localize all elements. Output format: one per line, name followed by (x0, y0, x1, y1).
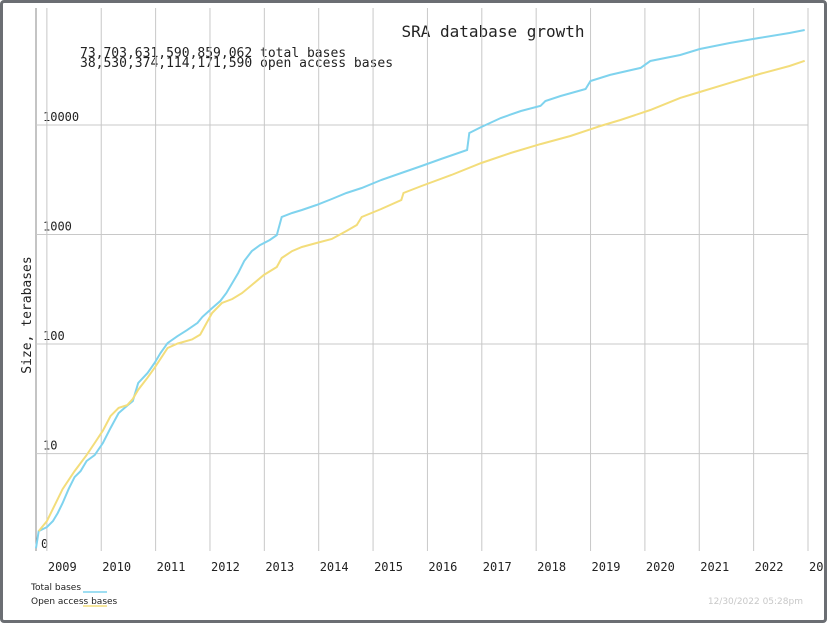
y-tick-label: 1000 (43, 220, 72, 234)
annotation: 38,530,374,114,171,590 open access bases (80, 56, 393, 71)
x-tick-label: 2011 (157, 560, 186, 574)
x-tick-label: 2014 (320, 560, 349, 574)
x-tick-label: 2012 (211, 560, 240, 574)
x-tick-label: 2021 (700, 560, 729, 574)
x-tick-label: 2023 (809, 560, 824, 574)
annotation: 73,703,631,590,859,062 total bases (80, 46, 346, 61)
y-tick-label: 100 (43, 329, 65, 343)
x-tick-label: 2013 (265, 560, 294, 574)
data-line (37, 59, 806, 532)
chart: SRA database growth 73,703,631,590,859,0… (20, 8, 824, 607)
x-tick-label: 2020 (646, 560, 675, 574)
x-tick-label: 2022 (755, 560, 784, 574)
x-tick-label: 2015 (374, 560, 403, 574)
x-tick-label: 2017 (483, 560, 512, 574)
bottom-label: 0 (41, 537, 48, 551)
x-tick-label: 2018 (537, 560, 566, 574)
x-tick-label: 2010 (102, 560, 131, 574)
y-tick-label: 10000 (43, 110, 79, 124)
x-tick-label: 2019 (592, 560, 621, 574)
y-tick-label: 10 (43, 439, 57, 453)
legend-label: Open access bases (31, 597, 118, 607)
timestamp: 12/30/2022 05:28pm (708, 597, 803, 607)
chart-title: SRA database growth (401, 22, 584, 41)
data-line (35, 29, 805, 549)
legend-label: Total bases (30, 583, 81, 593)
x-tick-label: 2009 (48, 560, 77, 574)
y-axis-label: Size, terabases (20, 256, 35, 373)
x-tick-label: 2016 (428, 560, 457, 574)
